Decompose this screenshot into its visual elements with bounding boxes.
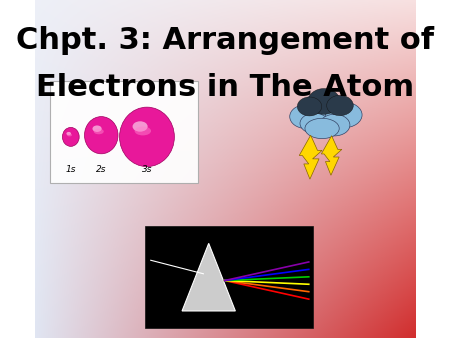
Ellipse shape [63,127,79,146]
Text: 3s: 3s [142,165,152,174]
Text: 2s: 2s [96,165,107,174]
Ellipse shape [120,107,174,167]
Ellipse shape [94,129,104,134]
Ellipse shape [297,97,322,116]
Ellipse shape [305,118,339,139]
Ellipse shape [92,125,102,132]
Ellipse shape [300,113,329,134]
Ellipse shape [85,117,118,154]
Ellipse shape [327,95,353,116]
Polygon shape [321,136,342,175]
Ellipse shape [320,114,350,136]
Ellipse shape [135,126,151,136]
Ellipse shape [303,92,345,121]
Polygon shape [182,243,235,311]
Polygon shape [299,135,322,179]
Ellipse shape [67,132,71,135]
Text: 1s: 1s [66,165,76,174]
FancyBboxPatch shape [50,81,198,183]
Ellipse shape [133,121,148,132]
Ellipse shape [67,134,72,137]
Ellipse shape [290,105,322,128]
FancyBboxPatch shape [145,226,313,328]
Ellipse shape [308,89,340,114]
Text: Chpt. 3: Arrangement of: Chpt. 3: Arrangement of [16,26,434,55]
Ellipse shape [325,102,362,128]
Text: Electrons in The Atom: Electrons in The Atom [36,73,414,102]
